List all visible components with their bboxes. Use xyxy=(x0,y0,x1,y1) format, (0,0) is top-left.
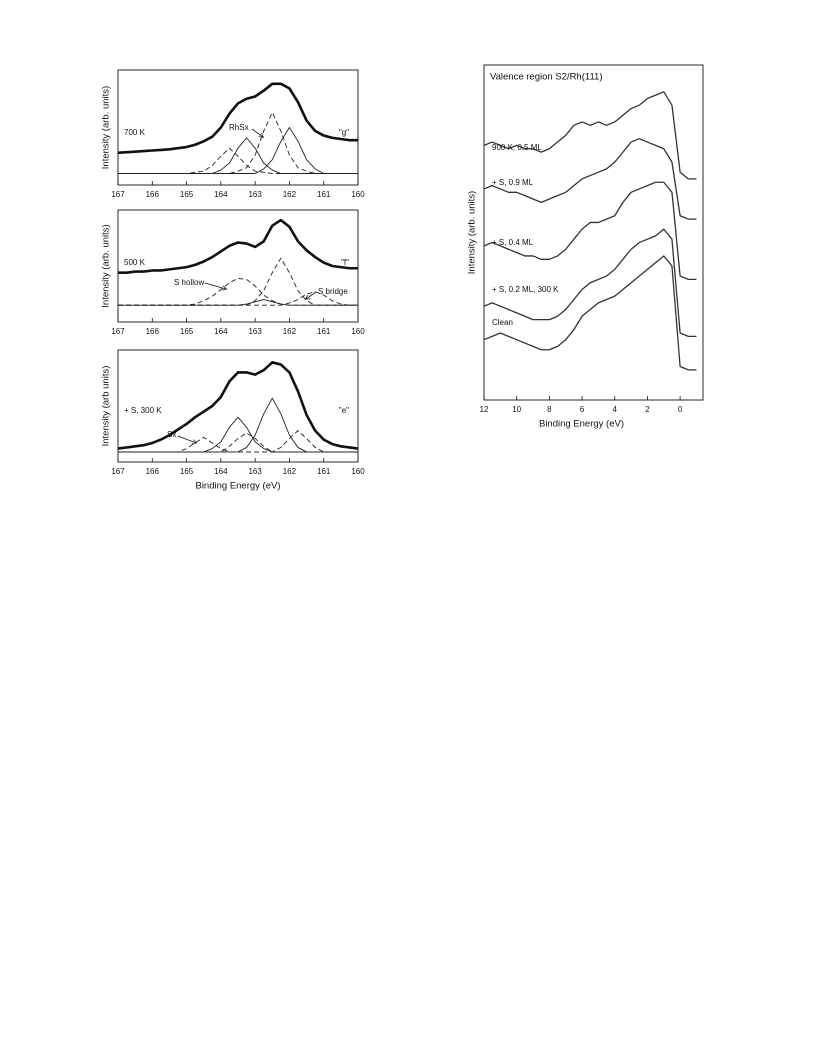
curve xyxy=(118,299,358,306)
curve xyxy=(118,430,358,453)
x-tick-label: 0 xyxy=(678,405,683,414)
y-axis-label: Intensity (arb. units) xyxy=(101,86,112,169)
y-axis-label: Intensity (arb units) xyxy=(101,366,112,447)
annotation: RhSx xyxy=(229,123,249,132)
x-tick-label: 167 xyxy=(111,467,125,476)
plot-frame xyxy=(117,209,359,323)
curve xyxy=(118,147,358,174)
x-tick-label: 161 xyxy=(317,190,331,199)
x-tick-label: 164 xyxy=(214,327,228,336)
x-tick-label: 164 xyxy=(214,467,228,476)
annotation: Clean xyxy=(492,318,513,327)
x-tick-label: 8 xyxy=(547,405,552,414)
x-tick-label: 166 xyxy=(146,190,160,199)
annotation: + S, 0.9 ML xyxy=(492,178,534,187)
x-tick-label: 161 xyxy=(317,467,331,476)
x-tick-label: 163 xyxy=(248,190,262,199)
x-tick-label: 166 xyxy=(146,467,160,476)
x-tick-label: 162 xyxy=(283,327,297,336)
annotation: S hollow xyxy=(174,278,204,287)
x-axis-label: Binding Energy (eV) xyxy=(539,419,624,430)
x-tick-label: 163 xyxy=(248,467,262,476)
annotation: + S, 0.2 ML, 300 K xyxy=(492,285,559,294)
curve xyxy=(483,228,697,337)
arrows xyxy=(177,128,317,443)
x-tick-label: 6 xyxy=(580,405,585,414)
annotation: + S, 300 K xyxy=(124,406,162,415)
annotation: 700 K xyxy=(124,128,146,137)
x-tick-label: 162 xyxy=(283,190,297,199)
x-tick-label: 163 xyxy=(248,327,262,336)
annotation: "g" xyxy=(339,128,349,137)
plot-frame xyxy=(117,349,359,463)
annotation: 900 K, 0.5 ML xyxy=(492,143,542,152)
x-tick-label: 4 xyxy=(613,405,618,414)
x-tick-label: 167 xyxy=(111,190,125,199)
chart-title: Valence region S2/Rh(111) xyxy=(490,72,602,83)
x-tick-label: 165 xyxy=(180,467,194,476)
x-tick-label: 166 xyxy=(146,327,160,336)
y-axis-label: Intensity (arb. units) xyxy=(101,224,112,307)
curve xyxy=(483,255,697,371)
x-tick-label: 161 xyxy=(317,327,331,336)
curve xyxy=(118,127,358,174)
plot-frame xyxy=(117,69,359,186)
x-tick-label: 12 xyxy=(480,405,489,414)
annotation: 500 K xyxy=(124,258,146,267)
curve xyxy=(483,91,697,180)
arrow xyxy=(306,291,317,299)
x-tick-label: 160 xyxy=(351,190,365,199)
annotation: "e" xyxy=(339,406,349,415)
curve xyxy=(117,361,359,450)
curve xyxy=(483,181,697,281)
annotation: S bridge xyxy=(318,287,348,296)
x-tick-label: 2 xyxy=(645,405,650,414)
x-tick-label: 167 xyxy=(111,327,125,336)
curve xyxy=(118,257,358,306)
y-axis-label: Intensity (arb. units) xyxy=(467,191,478,274)
curve xyxy=(117,82,358,155)
plot-frame xyxy=(483,64,704,401)
arrow xyxy=(251,128,263,137)
annotation: Sx xyxy=(167,430,176,439)
annotation: + S, 0.4 ML xyxy=(492,238,534,247)
arrow xyxy=(177,435,196,443)
curve xyxy=(118,218,358,275)
x-tick-label: 165 xyxy=(180,190,194,199)
x-axis-label: Binding Energy (eV) xyxy=(195,481,280,492)
annotation: "f" xyxy=(341,258,349,267)
x-tick-label: 164 xyxy=(214,190,228,199)
curve xyxy=(118,112,358,174)
curve xyxy=(118,291,358,306)
curve xyxy=(483,138,697,220)
arrow xyxy=(204,282,226,289)
x-tick-label: 162 xyxy=(283,467,297,476)
x-tick-label: 165 xyxy=(180,327,194,336)
curve xyxy=(118,416,358,453)
x-tick-label: 160 xyxy=(351,467,365,476)
x-tick-label: 10 xyxy=(512,405,521,414)
x-tick-label: 160 xyxy=(351,327,365,336)
